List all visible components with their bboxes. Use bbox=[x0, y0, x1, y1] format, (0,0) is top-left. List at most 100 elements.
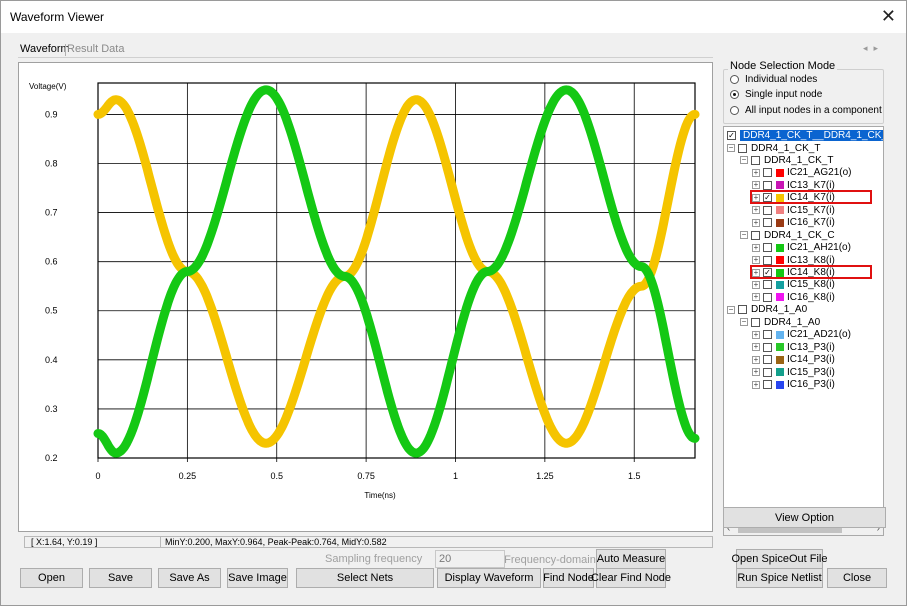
expand-icon[interactable]: + bbox=[752, 367, 760, 377]
waveform-plot[interactable]: 0 0.25 0.5 0.75 1 1.25 1.5 0.9 0.8 0.7 0.6 0.5 0.4 0.… bbox=[18, 62, 713, 532]
tree-node[interactable]: + IC21_AG21(o) bbox=[752, 167, 851, 179]
chart-labels: 0 0.25 0.5 0.75 1 1.25 1.5 0.9 0.8 0.7 0.6 0.5 0.4 0.… bbox=[29, 82, 640, 500]
tree-node[interactable]: + IC16_K8(i) bbox=[752, 291, 835, 303]
tree-node[interactable]: + ✓ IC14_K8(i) bbox=[752, 267, 835, 279]
tree-node[interactable]: + IC14_P3(i) bbox=[752, 354, 835, 366]
tree-root-row[interactable]: ✓ DDR4_1_CK_T__DDR4_1_CK_C_D bbox=[727, 129, 883, 141]
radio-icon[interactable] bbox=[730, 75, 739, 84]
x-tick-label: 1.5 bbox=[628, 471, 641, 481]
checkbox-icon[interactable] bbox=[763, 243, 772, 253]
expand-icon[interactable]: + bbox=[752, 267, 760, 277]
auto-measure-button[interactable]: Auto Measure bbox=[596, 549, 666, 569]
tree-node[interactable]: − DDR4_1_A0 bbox=[727, 304, 807, 316]
checkbox-icon[interactable] bbox=[751, 317, 760, 327]
checkbox-icon[interactable] bbox=[763, 205, 772, 215]
checkbox-icon[interactable] bbox=[763, 292, 772, 302]
checkbox-icon[interactable] bbox=[738, 305, 747, 315]
expand-icon[interactable]: + bbox=[752, 342, 760, 352]
tree-node[interactable]: + ✓ IC14_K7(i) bbox=[752, 192, 835, 204]
scroll-thumb[interactable] bbox=[738, 526, 842, 533]
tree-node-label: IC16_K8(i) bbox=[787, 291, 835, 303]
expand-icon[interactable]: + bbox=[752, 329, 760, 339]
node-tree[interactable]: ✓ DDR4_1_CK_T__DDR4_1_CK_C_D ‹ › −DDR4_1… bbox=[723, 126, 884, 536]
tree-node[interactable]: + IC21_AD21(o) bbox=[752, 329, 851, 341]
collapse-icon[interactable]: − bbox=[740, 317, 748, 327]
radio-all-input-nodes[interactable]: All input nodes in a component bbox=[730, 104, 882, 117]
save-button[interactable]: Save bbox=[89, 568, 152, 588]
close-button[interactable]: Close bbox=[827, 568, 887, 588]
expand-icon[interactable]: + bbox=[752, 292, 760, 302]
expand-icon[interactable]: + bbox=[752, 279, 760, 289]
checkbox-icon[interactable] bbox=[763, 168, 772, 178]
radio-individual-nodes[interactable]: Individual nodes bbox=[730, 73, 817, 86]
checkbox-icon[interactable] bbox=[751, 155, 760, 165]
tree-node-label: IC14_K7(i) bbox=[787, 192, 835, 204]
collapse-icon[interactable]: − bbox=[740, 155, 748, 165]
find-node-button[interactable]: Find Node bbox=[543, 568, 594, 588]
expand-icon[interactable]: + bbox=[752, 205, 760, 215]
expand-icon[interactable]: + bbox=[752, 192, 760, 202]
tree-node[interactable]: + IC15_K7(i) bbox=[752, 204, 835, 216]
tree-node[interactable]: + IC13_P3(i) bbox=[752, 341, 835, 353]
checkbox-icon[interactable] bbox=[763, 255, 772, 265]
collapse-icon[interactable]: − bbox=[727, 143, 735, 152]
collapse-icon[interactable]: − bbox=[740, 230, 748, 240]
radio-selected-icon[interactable] bbox=[730, 90, 739, 99]
tree-node[interactable]: − DDR4_1_CK_T bbox=[727, 142, 820, 154]
checkbox-icon[interactable] bbox=[738, 143, 747, 153]
close-icon[interactable]: ✕ bbox=[880, 6, 896, 26]
open-spiceout-file-button[interactable]: Open SpiceOut File bbox=[732, 549, 828, 569]
expand-icon[interactable]: + bbox=[752, 217, 760, 227]
frequency-domain-button[interactable]: Frequency-domain bbox=[504, 550, 596, 570]
series-line-1 bbox=[93, 85, 700, 458]
tree-node[interactable]: − DDR4_1_CK_T bbox=[740, 154, 833, 166]
checkbox-checked-icon[interactable]: ✓ bbox=[763, 193, 772, 203]
tree-node[interactable]: − DDR4_1_A0 bbox=[740, 316, 820, 328]
tab-result-data[interactable]: Result Data bbox=[67, 43, 125, 55]
checkbox-icon[interactable] bbox=[763, 342, 772, 352]
save-as-button[interactable]: Save As bbox=[158, 568, 221, 588]
expand-icon[interactable]: + bbox=[752, 255, 760, 265]
checkbox-icon[interactable] bbox=[751, 230, 760, 240]
checkbox-icon[interactable] bbox=[763, 218, 772, 228]
expand-icon[interactable]: + bbox=[752, 379, 760, 389]
expand-icon[interactable]: + bbox=[752, 354, 760, 364]
checkbox-checked-icon[interactable]: ✓ bbox=[763, 268, 772, 277]
tree-node[interactable]: + IC13_K8(i) bbox=[752, 254, 835, 266]
scroll-left-icon[interactable]: ‹ bbox=[727, 523, 731, 534]
color-swatch bbox=[776, 293, 784, 302]
checkbox-icon[interactable] bbox=[763, 380, 772, 390]
tab-scroll-arrows-icon[interactable]: ◂▸ bbox=[863, 43, 885, 53]
open-button[interactable]: Open bbox=[20, 568, 83, 588]
checkbox-icon[interactable] bbox=[763, 180, 772, 190]
display-waveform-button[interactable]: Display Waveform bbox=[437, 568, 541, 588]
tree-node[interactable]: − DDR4_1_CK_C bbox=[740, 229, 835, 241]
expand-icon[interactable]: + bbox=[752, 180, 760, 190]
expand-icon[interactable]: + bbox=[752, 242, 760, 252]
window-title: Waveform Viewer bbox=[10, 10, 105, 24]
checkbox-icon[interactable] bbox=[763, 367, 772, 377]
tab-waveform[interactable]: Waveform bbox=[20, 43, 70, 55]
radio-single-input-node[interactable]: Single input node bbox=[730, 88, 822, 101]
clear-find-node-button[interactable]: Clear Find Node bbox=[591, 568, 671, 588]
tree-node[interactable]: + IC16_P3(i) bbox=[752, 379, 835, 391]
sampling-frequency-field[interactable]: 20 bbox=[435, 550, 505, 568]
tree-root-label[interactable]: DDR4_1_CK_T__DDR4_1_CK_C_D bbox=[740, 129, 883, 141]
scroll-right-icon[interactable]: › bbox=[876, 523, 880, 534]
tree-node[interactable]: + IC15_P3(i) bbox=[752, 366, 835, 378]
save-image-button[interactable]: Save Image bbox=[227, 568, 288, 588]
tree-node[interactable]: + IC15_K8(i) bbox=[752, 279, 835, 291]
checkbox-icon[interactable] bbox=[763, 330, 772, 340]
tree-node[interactable]: + IC13_K7(i) bbox=[752, 179, 835, 191]
tree-node[interactable]: + IC16_K7(i) bbox=[752, 217, 835, 229]
collapse-icon[interactable]: − bbox=[727, 304, 735, 314]
checkbox-checked-icon[interactable]: ✓ bbox=[727, 130, 736, 140]
tree-node[interactable]: + IC21_AH21(o) bbox=[752, 242, 851, 254]
view-option-button[interactable]: View Option bbox=[723, 507, 886, 528]
select-nets-button[interactable]: Select Nets bbox=[296, 568, 434, 588]
expand-icon[interactable]: + bbox=[752, 167, 760, 177]
checkbox-icon[interactable] bbox=[763, 355, 772, 365]
radio-icon[interactable] bbox=[730, 106, 739, 115]
checkbox-icon[interactable] bbox=[763, 280, 772, 290]
run-spice-netlist-button[interactable]: Run Spice Netlist bbox=[736, 568, 823, 588]
